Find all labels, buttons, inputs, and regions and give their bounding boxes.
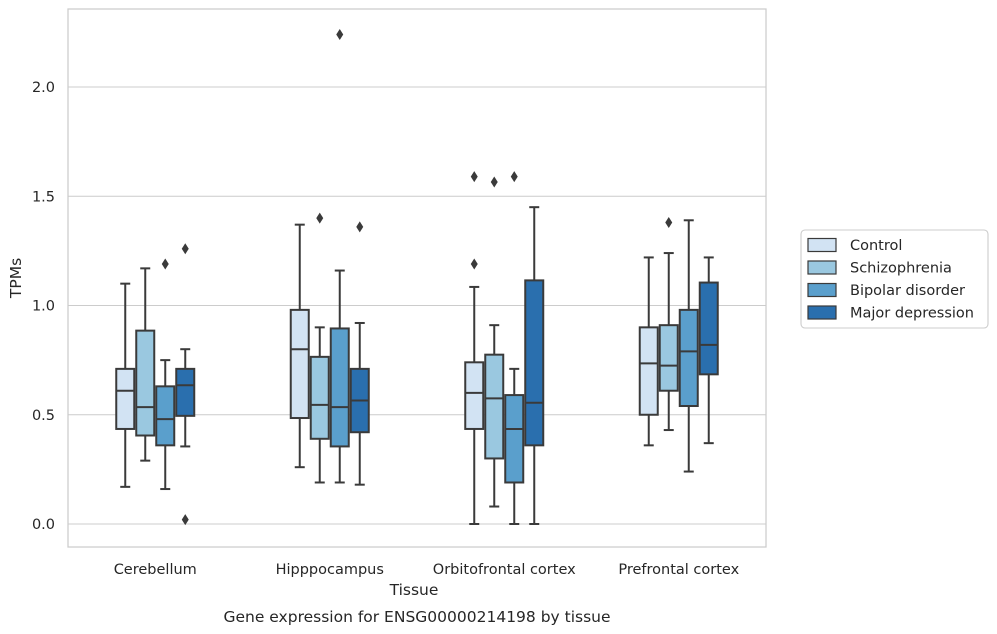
plot-area: [115, 29, 719, 526]
plot-frame: [67, 8, 767, 548]
box-control: [464, 171, 485, 525]
box-schizophrenia: [658, 216, 679, 432]
outlier-marker: [490, 176, 498, 188]
box-major-depression: [524, 206, 545, 525]
x-tick-label: Prefrontal cortex: [618, 562, 739, 578]
legend: Control Schizophrenia Bipolar disorder Majo…: [800, 229, 989, 329]
outlier-marker: [470, 258, 478, 270]
outlier-marker: [336, 29, 344, 41]
iqr-box: [658, 324, 679, 392]
y-tick-label: 0.0: [32, 517, 55, 533]
box-control: [289, 223, 310, 469]
outlier-marker: [470, 171, 478, 183]
iqr-box: [115, 367, 136, 430]
legend-label: Major depression: [850, 306, 974, 322]
iqr-box: [524, 279, 545, 447]
legend-frame: [800, 229, 989, 329]
box-bipolar-disorder: [329, 29, 350, 484]
figure-caption: Gene expression for ENSG00000214198 by t…: [223, 608, 610, 626]
outlier-marker: [161, 258, 169, 270]
iqr-box: [289, 308, 310, 420]
legend-swatch: [807, 282, 837, 298]
box-bipolar-disorder: [678, 219, 699, 473]
x-tick-label: Hipppocampus: [276, 562, 384, 578]
box-major-depression: [175, 243, 196, 526]
iqr-box: [484, 353, 505, 460]
box-major-depression: [349, 221, 370, 486]
box-bipolar-disorder: [504, 171, 525, 525]
iqr-box: [309, 355, 330, 440]
iqr-box: [329, 327, 350, 448]
x-axis: Cerebellum Hipppocampus Orbitofrontal cort…: [114, 562, 740, 578]
outlier-marker: [316, 212, 324, 224]
outlier-marker: [510, 171, 518, 183]
iqr-box: [175, 367, 196, 417]
legend-swatch: [807, 305, 837, 320]
y-tick-label: 0.5: [32, 408, 55, 424]
iqr-box: [155, 385, 176, 447]
outlier-marker: [181, 514, 189, 526]
box-control: [115, 282, 136, 488]
legend-swatch: [807, 237, 837, 253]
box-schizophrenia: [484, 176, 505, 508]
legend-label: Bipolar disorder: [850, 283, 965, 299]
y-tick-label: 1.5: [32, 189, 55, 205]
legend-label: Schizophrenia: [850, 261, 952, 277]
iqr-box: [464, 361, 485, 430]
iqr-box: [678, 308, 699, 408]
box-control: [638, 256, 659, 447]
outlier-marker: [665, 216, 673, 228]
iqr-box: [638, 326, 659, 416]
y-axis: 0.0 0.5 1.0 1.5 2.0: [32, 80, 55, 533]
box-bipolar-disorder: [155, 258, 176, 491]
outlier-marker: [181, 243, 189, 255]
legend-swatch: [807, 260, 837, 275]
iqr-box: [698, 281, 719, 376]
legend-label: Control: [850, 238, 902, 254]
x-axis-title: Tissue: [389, 581, 439, 599]
y-axis-title: TPMs: [7, 258, 25, 299]
y-tick-label: 2.0: [32, 80, 55, 96]
x-tick-label: Orbitofrontal cortex: [433, 562, 576, 578]
box-schizophrenia: [135, 267, 156, 462]
y-tick-label: 1.0: [32, 299, 55, 315]
outlier-marker: [356, 221, 364, 233]
iqr-box: [135, 329, 156, 437]
iqr-box: [504, 394, 525, 484]
x-tick-label: Cerebellum: [114, 562, 197, 578]
box-major-depression: [698, 256, 719, 445]
box-schizophrenia: [309, 212, 330, 484]
grid-lines: [68, 86, 766, 525]
